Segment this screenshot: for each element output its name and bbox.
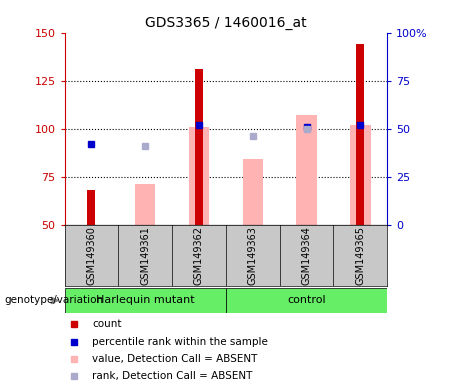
Bar	[356, 44, 364, 225]
Text: genotype/variation: genotype/variation	[5, 295, 104, 306]
Bar	[135, 184, 155, 225]
Bar	[65, 288, 226, 313]
Bar	[189, 127, 209, 225]
Text: percentile rank within the sample: percentile rank within the sample	[92, 337, 268, 347]
Bar	[195, 69, 203, 225]
Title: GDS3365 / 1460016_at: GDS3365 / 1460016_at	[145, 16, 307, 30]
Text: Harlequin mutant: Harlequin mutant	[96, 295, 195, 306]
Bar	[88, 190, 95, 225]
Text: GSM149365: GSM149365	[355, 226, 366, 285]
Text: GSM149360: GSM149360	[86, 226, 96, 285]
Text: count: count	[92, 319, 122, 329]
Text: GSM149362: GSM149362	[194, 226, 204, 285]
Text: GSM149361: GSM149361	[140, 226, 150, 285]
Bar	[350, 125, 371, 225]
Text: GSM149364: GSM149364	[301, 226, 312, 285]
Text: control: control	[287, 295, 326, 306]
Text: value, Detection Call = ABSENT: value, Detection Call = ABSENT	[92, 354, 258, 364]
Text: rank, Detection Call = ABSENT: rank, Detection Call = ABSENT	[92, 371, 253, 381]
Bar	[226, 288, 387, 313]
Bar	[296, 115, 317, 225]
Bar	[242, 159, 263, 225]
Text: GSM149363: GSM149363	[248, 226, 258, 285]
